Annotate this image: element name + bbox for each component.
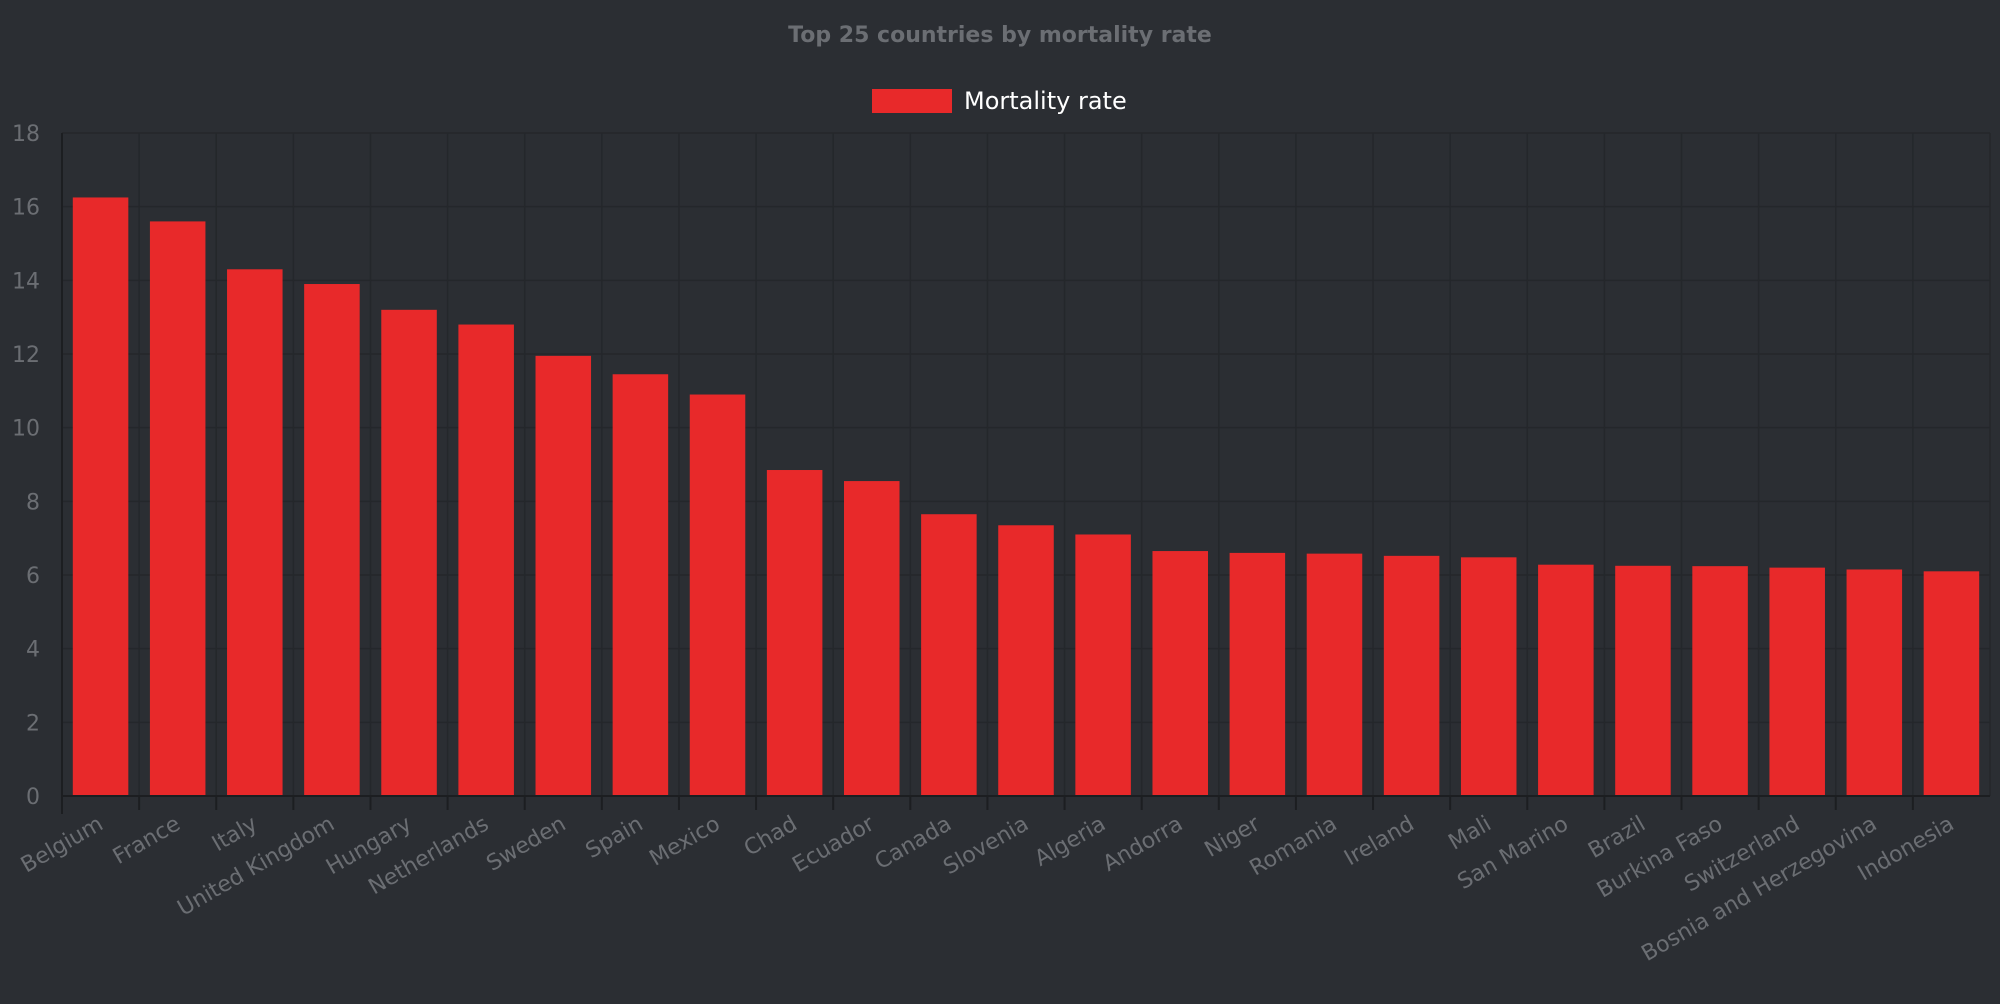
bar[interactable] xyxy=(689,394,746,796)
bar[interactable] xyxy=(535,355,592,796)
bar[interactable] xyxy=(149,221,206,796)
x-tick-label: Mali xyxy=(1445,812,1496,856)
y-tick-label: 6 xyxy=(26,564,40,589)
x-tick-label: Ireland xyxy=(1340,812,1418,872)
bar[interactable] xyxy=(1615,565,1671,796)
chart-title: Top 25 countries by mortality rate xyxy=(788,23,1212,48)
bar[interactable] xyxy=(1383,555,1440,796)
bar[interactable] xyxy=(1306,553,1363,796)
bar[interactable] xyxy=(1846,569,1903,796)
x-tick-label: Andorra xyxy=(1099,812,1187,877)
y-tick-label: 10 xyxy=(12,417,40,442)
y-tick-label: 16 xyxy=(12,196,40,221)
legend-label: Mortality rate xyxy=(964,87,1127,115)
x-tick-label: Mexico xyxy=(645,812,724,872)
x-tick-label: Algeria xyxy=(1031,812,1110,872)
x-tick-label: Italy xyxy=(208,812,262,858)
x-tick-label: Sweden xyxy=(482,812,570,877)
x-tick-label: Spain xyxy=(582,812,648,864)
y-tick-label: 14 xyxy=(12,269,40,294)
bar[interactable] xyxy=(1229,552,1286,796)
bar[interactable] xyxy=(458,324,514,796)
x-tick-label: Belgium xyxy=(17,812,108,879)
legend-swatch xyxy=(872,89,952,113)
y-tick-label: 8 xyxy=(26,490,40,515)
y-tick-label: 2 xyxy=(26,711,40,736)
x-tick-label: Romania xyxy=(1246,812,1342,882)
bar[interactable] xyxy=(1075,534,1131,796)
y-axis-ticks: 0 2 4 6 8 10 12 14 16 18 xyxy=(12,122,40,810)
bar[interactable] xyxy=(843,481,900,796)
bar[interactable] xyxy=(1152,551,1209,796)
bar[interactable] xyxy=(304,284,360,796)
bar[interactable] xyxy=(921,514,977,796)
x-tick-label: France xyxy=(109,812,185,870)
bar[interactable] xyxy=(227,269,283,796)
axes xyxy=(61,133,1990,814)
y-tick-label: 4 xyxy=(26,638,40,663)
bar[interactable] xyxy=(381,309,437,796)
y-tick-label: 12 xyxy=(12,343,40,368)
x-tick-label: Ecuador xyxy=(788,811,879,878)
bars xyxy=(72,197,1980,797)
bar[interactable] xyxy=(998,525,1054,796)
bar[interactable] xyxy=(1460,557,1517,796)
x-tick-label: Slovenia xyxy=(939,812,1033,880)
bar[interactable] xyxy=(766,470,823,796)
bar[interactable] xyxy=(1692,566,1748,796)
bar[interactable] xyxy=(612,374,669,796)
bar[interactable] xyxy=(1538,564,1594,796)
bar[interactable] xyxy=(1923,571,1980,796)
bar[interactable] xyxy=(1769,567,1825,796)
bar[interactable] xyxy=(72,197,129,797)
y-tick-label: 0 xyxy=(26,785,40,810)
y-tick-label: 18 xyxy=(12,122,40,147)
legend[interactable]: Mortality rate xyxy=(872,87,1127,115)
